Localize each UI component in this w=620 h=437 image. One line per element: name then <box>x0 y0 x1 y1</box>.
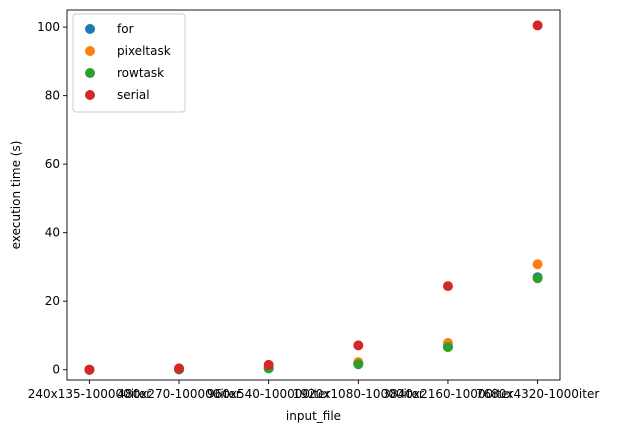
data-point-rowtask <box>442 342 453 353</box>
legend: for pixeltask rowtask serial <box>72 13 186 113</box>
data-points-layer <box>84 20 543 375</box>
y-tick-label: 0 <box>52 363 60 377</box>
legend-frame <box>72 13 186 113</box>
x-axis-label: input_file <box>286 409 341 423</box>
axis-ticks-layer: 0 20 40 60 80 100 240x135-100000iter480x270-10… <box>28 20 600 401</box>
legend-label-serial: serial <box>117 88 150 102</box>
data-point-serial <box>84 364 95 375</box>
y-tick-label: 40 <box>45 226 60 240</box>
legend-label-rowtask: rowtask <box>117 66 164 80</box>
data-point-serial <box>442 281 453 292</box>
y-tick-label: 20 <box>45 294 60 308</box>
data-point-pixeltask <box>532 259 543 270</box>
legend-label-for: for <box>117 22 134 36</box>
data-point-serial <box>353 340 364 351</box>
legend-label-pixeltask: pixeltask <box>117 44 171 58</box>
y-axis-label: execution time (s) <box>9 141 23 250</box>
data-point-rowtask <box>353 359 364 370</box>
legend-marker-pixeltask <box>85 46 95 56</box>
x-tick-label: 1920x1080-10000iter <box>293 387 424 401</box>
legend-marker-serial <box>85 90 95 100</box>
data-point-rowtask <box>532 273 543 284</box>
legend-marker-for <box>85 24 95 34</box>
y-tick-label: 60 <box>45 157 60 171</box>
y-tick-label: 100 <box>37 20 60 34</box>
x-tick-label: 960x540-100000iter <box>207 387 330 401</box>
legend-marker-rowtask <box>85 68 95 78</box>
y-tick-label: 80 <box>45 89 60 103</box>
data-point-serial <box>263 359 274 370</box>
x-tick-label: 7680x4320-1000iter <box>476 387 599 401</box>
x-tick-label: 3840x2160-10000iter <box>382 387 513 401</box>
x-tick-label: 240x135-100000iter <box>28 387 151 401</box>
x-tick-label: 480x270-100000iter <box>117 387 240 401</box>
data-point-serial <box>174 363 185 374</box>
data-point-serial <box>532 20 543 31</box>
plot-area-frame <box>66 9 561 381</box>
